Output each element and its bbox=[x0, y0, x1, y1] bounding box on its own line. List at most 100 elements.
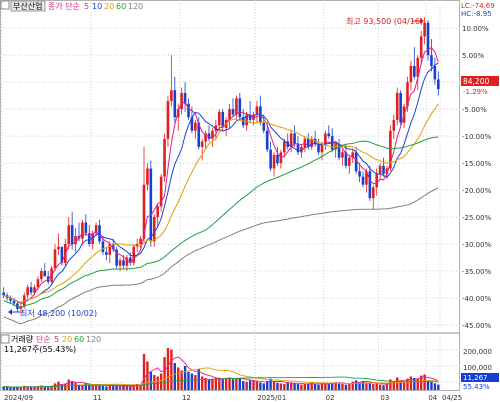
low-annotation: 최저 48,200 (10/02) bbox=[20, 308, 97, 318]
ma-legend-120[interactable]: 120 bbox=[128, 2, 143, 11]
volume-bar bbox=[43, 386, 46, 390]
candle-body bbox=[348, 157, 351, 166]
volume-bar bbox=[365, 382, 368, 390]
volume-axis-label: 200,000 bbox=[463, 348, 492, 356]
candle-body bbox=[105, 252, 108, 255]
volume-ma-60[interactable]: 60 bbox=[74, 335, 84, 344]
volume-bar bbox=[252, 381, 255, 390]
candle-body bbox=[36, 279, 40, 288]
volume-bar bbox=[327, 382, 330, 390]
candle-body bbox=[371, 187, 375, 199]
candle-body bbox=[436, 79, 440, 90]
candle-body bbox=[300, 146, 303, 153]
volume-bar bbox=[324, 384, 327, 390]
time-axis-label: 12 bbox=[182, 394, 191, 402]
candle-body bbox=[430, 55, 433, 66]
candle-body bbox=[252, 114, 255, 120]
volume-label: 거래량 bbox=[11, 334, 34, 344]
volume-bar bbox=[293, 383, 296, 390]
volume-ma-20[interactable]: 20 bbox=[62, 335, 72, 344]
volume-bar bbox=[40, 385, 43, 390]
volume-bar bbox=[98, 384, 101, 390]
candle-body bbox=[81, 222, 84, 239]
candle-body bbox=[125, 257, 129, 266]
candle-body bbox=[289, 133, 293, 147]
ma-line-10 bbox=[3, 62, 439, 303]
candle-body bbox=[327, 133, 331, 137]
ma-line-120 bbox=[3, 187, 439, 325]
volume-bar bbox=[115, 385, 118, 390]
candle-body bbox=[409, 65, 413, 83]
time-axis: 2024/09 11 12 2025/01 02 03 04 04/25 bbox=[4, 394, 462, 402]
ma-line-60 bbox=[3, 136, 439, 309]
volume-bar bbox=[228, 377, 231, 390]
candle-body bbox=[26, 287, 29, 296]
volume-bar bbox=[313, 384, 317, 390]
volume-bar bbox=[19, 387, 23, 390]
volume-bar bbox=[142, 354, 146, 390]
volume-bar bbox=[286, 382, 289, 390]
price-axis-label: -10.00% bbox=[462, 133, 492, 141]
volume-bar bbox=[94, 385, 98, 390]
candle-body bbox=[344, 152, 348, 166]
volume-bar bbox=[368, 383, 372, 390]
time-axis-label: 2025/01 bbox=[257, 394, 286, 402]
price-axis-label: -35.00% bbox=[462, 268, 492, 276]
candle-body bbox=[142, 184, 146, 239]
candle-body bbox=[228, 109, 231, 120]
candle-body bbox=[60, 246, 64, 263]
candle-body bbox=[163, 138, 166, 177]
volume-bar bbox=[101, 385, 105, 390]
volume-bar bbox=[382, 385, 385, 390]
volume-bar bbox=[242, 381, 245, 390]
candle-body bbox=[84, 222, 88, 234]
candle-body bbox=[262, 122, 266, 131]
volume-ma-120[interactable]: 120 bbox=[86, 335, 101, 344]
volume-bar bbox=[125, 385, 129, 390]
volume-bar bbox=[91, 384, 94, 390]
volume-bar bbox=[430, 381, 433, 390]
volume-bar bbox=[307, 383, 310, 390]
volume-bar bbox=[74, 382, 77, 390]
volume-bar bbox=[272, 381, 276, 390]
price-axis-label: -15.00% bbox=[462, 160, 492, 168]
volume-bar bbox=[399, 381, 402, 390]
volume-bar bbox=[200, 376, 204, 390]
volume-bar bbox=[88, 384, 91, 390]
ma-legend-20[interactable]: 20 bbox=[104, 2, 114, 11]
volume-toggle-icon[interactable] bbox=[0, 334, 10, 344]
stock-name-box[interactable] bbox=[10, 0, 46, 12]
ma-legend-10[interactable]: 10 bbox=[92, 2, 102, 11]
volume-bar bbox=[265, 381, 269, 390]
volume-bar bbox=[245, 381, 248, 390]
price-axis-label: 5.00% bbox=[462, 52, 485, 60]
candle-body bbox=[108, 244, 112, 255]
volume-bar bbox=[135, 384, 139, 390]
volume-bar bbox=[378, 384, 382, 390]
volume-bar bbox=[341, 384, 344, 390]
candle-body bbox=[310, 138, 313, 147]
volume-bar bbox=[296, 384, 300, 390]
candle-body bbox=[231, 109, 235, 115]
volume-bar bbox=[279, 383, 283, 390]
volume-axis-label: 100,000 bbox=[463, 364, 492, 372]
current-price-tag bbox=[461, 76, 499, 86]
candle-body bbox=[67, 225, 71, 245]
candle-body bbox=[293, 133, 296, 145]
hc-label: HC:-8.95 bbox=[461, 10, 492, 18]
candle-body bbox=[183, 92, 187, 104]
candle-body bbox=[122, 260, 125, 266]
ma-legend-5[interactable]: 5 bbox=[84, 2, 89, 11]
grid-lines bbox=[0, 0, 460, 391]
volume-bar bbox=[170, 349, 173, 390]
volume-bar bbox=[118, 386, 122, 390]
candle-body bbox=[423, 22, 426, 37]
volume-ma-type: 단순 bbox=[36, 334, 51, 344]
panel-toggle-icon[interactable] bbox=[0, 0, 10, 10]
volume-legend: 거래량 단순 5 20 60 120 11,267주(55.43%) bbox=[0, 334, 101, 354]
volume-bar bbox=[317, 384, 320, 390]
volume-bar bbox=[283, 384, 286, 390]
ma-legend-60[interactable]: 60 bbox=[116, 2, 126, 11]
volume-ma-5[interactable]: 5 bbox=[54, 335, 59, 344]
volume-bar bbox=[183, 366, 187, 390]
